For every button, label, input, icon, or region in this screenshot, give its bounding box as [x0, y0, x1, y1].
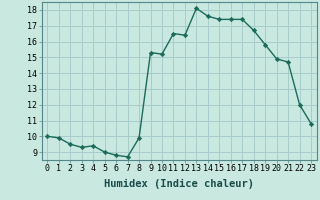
X-axis label: Humidex (Indice chaleur): Humidex (Indice chaleur) — [104, 179, 254, 189]
